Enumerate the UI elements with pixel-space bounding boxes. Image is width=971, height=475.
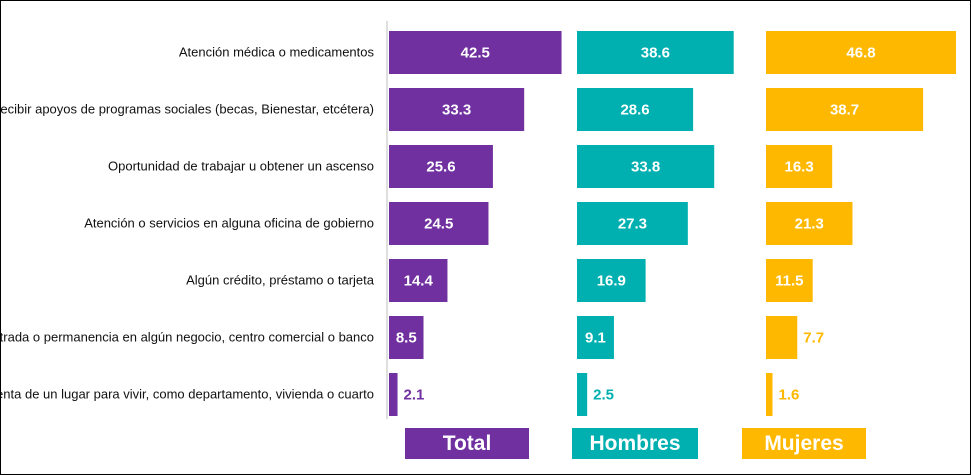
- data-label: 9.1: [585, 330, 606, 347]
- category-label: Recibir apoyos de programas sociales (be…: [1, 102, 374, 117]
- category-label: Entrada o permanencia en algún negocio, …: [1, 330, 374, 345]
- bar-mujeres: [766, 145, 833, 188]
- bar-mujeres: [766, 202, 853, 245]
- bar-hombres: [577, 145, 715, 188]
- bar-hombres: [577, 373, 588, 416]
- data-label: 38.6: [641, 45, 670, 62]
- data-label: 14.4: [404, 273, 434, 290]
- bar-mujeres: [766, 31, 956, 74]
- bar-mujeres: [766, 316, 798, 359]
- data-label: 33.3: [442, 102, 471, 119]
- data-label: 16.9: [597, 273, 626, 290]
- bar-hombres: [577, 259, 646, 302]
- category-label: Algún crédito, préstamo o tarjeta: [186, 273, 375, 288]
- bar-total: [389, 145, 493, 188]
- data-label: 7.7: [803, 330, 824, 347]
- bar-total: [389, 373, 398, 416]
- legend-mujeres: Mujeres: [742, 428, 866, 459]
- bar-mujeres: [766, 259, 813, 302]
- data-label: 24.5: [424, 216, 453, 233]
- bar-total: [389, 316, 424, 359]
- data-label: 1.6: [778, 387, 799, 404]
- data-label: 11.5: [775, 273, 803, 290]
- data-label: 46.8: [846, 45, 875, 62]
- data-label: 27.3: [618, 216, 647, 233]
- data-label: 42.5: [461, 45, 490, 62]
- bar-hombres: [577, 202, 688, 245]
- bar-hombres: [577, 31, 734, 74]
- data-label: 21.3: [795, 216, 824, 233]
- data-label: 2.5: [593, 387, 614, 404]
- category-label: Atención o servicios en alguna oficina d…: [84, 216, 374, 231]
- bar-hombres: [577, 316, 614, 359]
- data-label: 16.3: [784, 159, 813, 176]
- bar-total: [389, 88, 525, 131]
- bar-hombres: [577, 88, 694, 131]
- legend-hombres: Hombres: [572, 428, 698, 459]
- bar-mujeres: [766, 373, 773, 416]
- data-label: 33.8: [631, 159, 660, 176]
- data-label: 2.1: [404, 387, 425, 404]
- data-label: 38.7: [830, 102, 859, 119]
- category-label: Atención médica o medicamentos: [179, 45, 375, 60]
- data-label: 25.6: [426, 159, 455, 176]
- data-label: 8.5: [396, 330, 417, 347]
- bar-total: [389, 31, 562, 74]
- legend-total: Total: [405, 428, 529, 459]
- bar-mujeres: [766, 88, 924, 131]
- category-label: Oportunidad de trabajar u obtener un asc…: [108, 159, 374, 174]
- bar-total: [389, 259, 448, 302]
- category-label: Renta de un lugar para vivir, como depar…: [1, 387, 374, 402]
- bar-total: [389, 202, 489, 245]
- data-label: 28.6: [620, 102, 649, 119]
